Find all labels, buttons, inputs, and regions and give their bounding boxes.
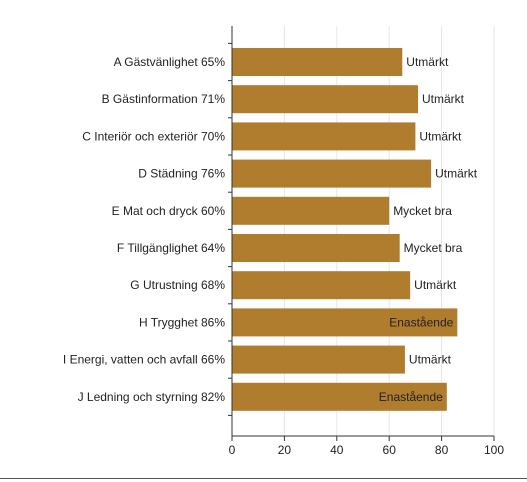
category-label-1: B Gästinformation 71%	[102, 92, 226, 106]
bars	[232, 48, 458, 411]
bar-2	[232, 122, 416, 151]
bar-label-7: Enastående	[389, 315, 453, 329]
bar-label-8: Utmärkt	[409, 353, 452, 367]
category-label-9: J Ledning och styrning 82%	[78, 390, 226, 404]
category-label-4: E Mat och dryck 60%	[112, 204, 226, 218]
bar-label-9: Enastående	[379, 390, 443, 404]
category-label-8: I Energi, vatten och avfall 66%	[63, 353, 225, 367]
bar-label-1: Utmärkt	[422, 92, 465, 106]
category-label-2: C Interiör och exteriör 70%	[82, 129, 225, 143]
bar-8	[232, 345, 405, 374]
bar-label-5: Mycket bra	[404, 241, 463, 255]
category-labels: A Gästvänlighet 65% B Gästinformation 71%…	[63, 55, 225, 404]
x-tick-label-5: 100	[484, 443, 504, 457]
x-tick-label-3: 60	[383, 443, 397, 457]
category-label-0: A Gästvänlighet 65%	[114, 55, 226, 69]
bar-7	[232, 308, 458, 337]
bar-3	[232, 159, 432, 188]
axes: 0 20 40 60 80 100	[228, 26, 504, 457]
x-tick-label-4: 80	[435, 443, 449, 457]
bar-0	[232, 48, 403, 76]
bar-label-3: Utmärkt	[435, 167, 478, 181]
bottom-divider	[0, 478, 527, 479]
x-tick-label-0: 0	[229, 443, 236, 457]
bar-label-4: Mycket bra	[393, 204, 452, 218]
bar-1	[232, 85, 419, 114]
category-label-7: H Trygghet 86%	[139, 315, 225, 329]
bar-label-6: Utmärkt	[414, 278, 457, 292]
bar-label-0: Utmärkt	[406, 55, 449, 69]
bar-labels: Utmärkt Utmärkt Utmärkt Utmärkt Mycket bra My…	[379, 55, 478, 404]
x-tick-label-1: 20	[278, 443, 292, 457]
category-label-3: D Städning 76%	[138, 167, 225, 181]
bar-5	[232, 234, 400, 262]
x-tick-label-2: 40	[330, 443, 344, 457]
bar-label-2: Utmärkt	[419, 129, 462, 143]
category-label-5: F Tillgänglighet 64%	[117, 241, 225, 255]
bar-4	[232, 196, 390, 225]
bar-9	[232, 382, 447, 411]
category-label-6: G Utrustning 68%	[130, 278, 225, 292]
bar-6	[232, 271, 411, 300]
